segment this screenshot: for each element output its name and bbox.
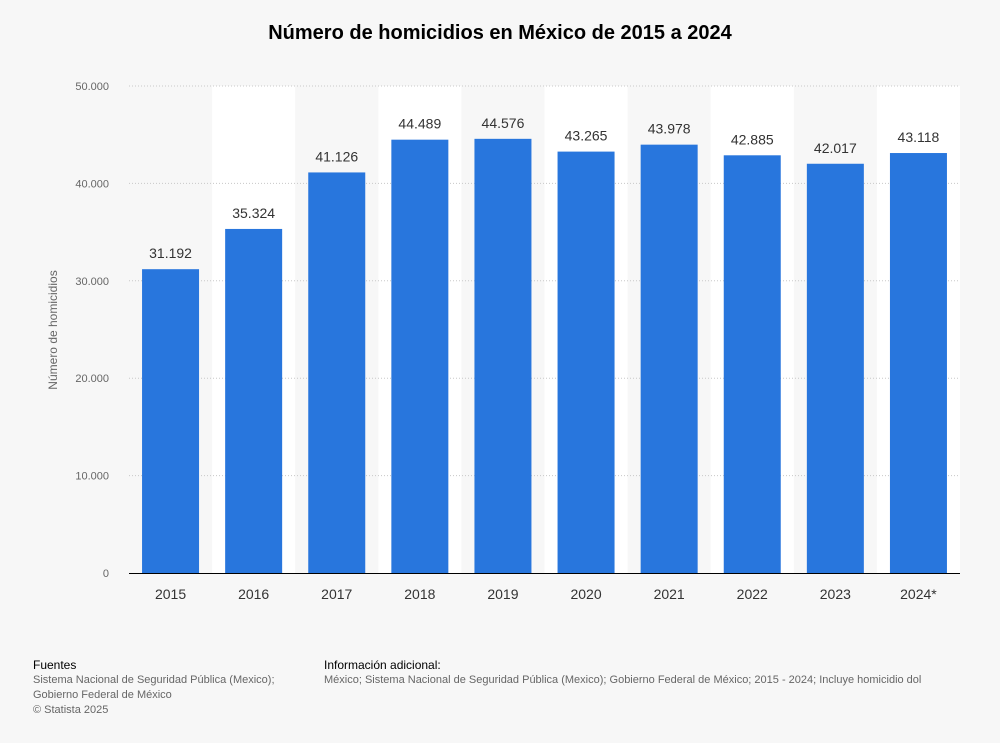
bar-2020 <box>557 151 615 573</box>
chart-title: Número de homicidios en México de 2015 a… <box>268 22 732 44</box>
copyright: © Statista 2025 <box>33 704 109 716</box>
y-axis-ticks: 0 10.000 20.000 30.000 40.000 50.000 <box>75 81 109 580</box>
y-tick-label: 10.000 <box>75 471 109 483</box>
sources-line-1: Sistema Nacional de Seguridad Pública (M… <box>33 674 275 686</box>
bars <box>142 138 947 574</box>
x-tick-label: 2021 <box>654 586 685 602</box>
y-tick-label: 30.000 <box>75 276 109 288</box>
data-label: 44.576 <box>482 115 525 131</box>
bar-2019 <box>474 138 532 573</box>
bar-2021 <box>640 144 698 573</box>
bar-2015 <box>142 269 200 573</box>
y-tick-label: 20.000 <box>75 373 109 385</box>
bar-2023 <box>806 163 864 573</box>
data-label: 44.489 <box>398 116 441 132</box>
bar-2024* <box>889 153 947 573</box>
sources-line-2: Gobierno Federal de México <box>33 689 172 701</box>
sources-title: Fuentes <box>33 658 77 672</box>
data-label: 42.017 <box>814 140 857 156</box>
data-label: 42.885 <box>731 131 774 147</box>
y-tick-label: 50.000 <box>75 81 109 93</box>
x-tick-label: 2016 <box>238 586 269 602</box>
bar-2018 <box>391 139 449 574</box>
x-tick-label: 2022 <box>737 586 768 602</box>
additional-info-text: México; Sistema Nacional de Seguridad Pú… <box>324 674 922 686</box>
x-tick-label: 2024* <box>900 586 937 602</box>
x-tick-label: 2023 <box>820 586 851 602</box>
x-tick-label: 2018 <box>404 586 435 602</box>
additional-info-block: Información adicional: México; Sistema N… <box>324 657 1000 688</box>
x-tick-label: 2020 <box>570 586 601 602</box>
y-axis-label: Número de homicidios <box>46 270 60 390</box>
data-label: 43.978 <box>648 121 691 137</box>
x-tick-label: 2015 <box>155 586 186 602</box>
x-tick-label: 2019 <box>487 586 518 602</box>
bar-2017 <box>308 172 366 574</box>
y-tick-label: 0 <box>103 568 109 580</box>
bar-2022 <box>723 155 781 573</box>
data-labels: 31.192 35.324 41.126 44.489 44.576 43.265 43.9… <box>149 115 939 261</box>
x-axis-ticks: 2015 2016 2017 2018 2019 2020 2021 2022 2023 2024… <box>155 586 937 602</box>
sources-block: Fuentes Sistema Nacional de Seguridad Pú… <box>33 657 323 718</box>
data-label: 43.118 <box>898 129 940 145</box>
data-label: 41.126 <box>315 148 358 164</box>
bar-2016 <box>225 228 283 573</box>
data-label: 43.265 <box>565 128 608 144</box>
x-tick-label: 2017 <box>321 586 352 602</box>
data-label: 31.192 <box>149 245 192 261</box>
data-label: 35.324 <box>232 205 275 221</box>
bar-chart: 0 10.000 20.000 30.000 40.000 50.000 31.192 35… <box>75 81 960 602</box>
y-tick-label: 40.000 <box>75 178 109 190</box>
additional-info-title: Información adicional: <box>324 658 441 672</box>
